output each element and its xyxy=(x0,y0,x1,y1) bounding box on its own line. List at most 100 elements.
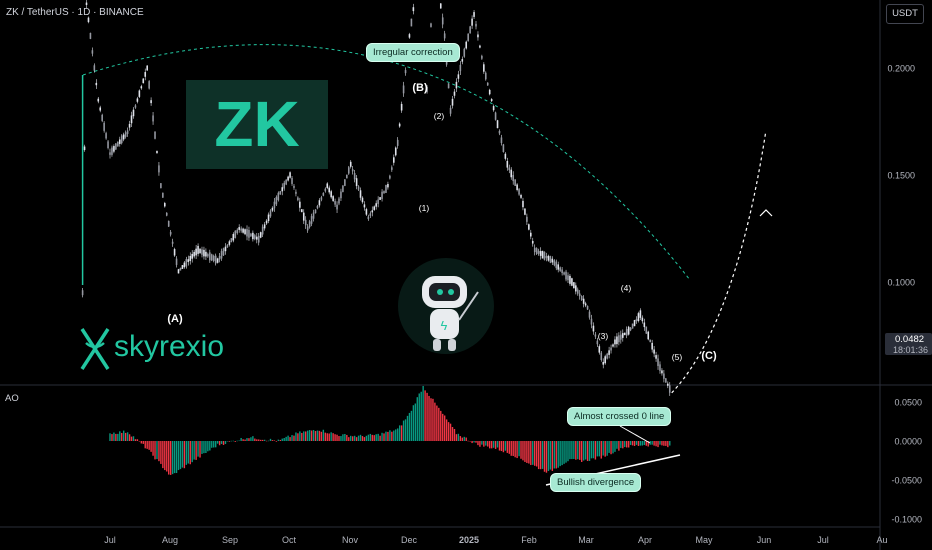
ao-bar xyxy=(559,441,561,467)
ao-bar xyxy=(134,439,137,441)
time-tick-label: Sep xyxy=(222,535,238,545)
candle-body xyxy=(160,183,162,189)
ao-bar xyxy=(371,434,373,441)
ao-bar xyxy=(246,438,248,441)
ao-bar xyxy=(148,441,150,450)
ao-bar xyxy=(121,432,123,441)
ao-bar xyxy=(128,434,131,441)
candle-body xyxy=(580,295,583,301)
candle-body xyxy=(193,251,195,257)
candle-body xyxy=(451,98,454,106)
candle-body xyxy=(606,353,608,359)
candle-body xyxy=(214,255,217,264)
ao-bar xyxy=(183,441,186,469)
ao-bar xyxy=(471,441,473,444)
ao-bar xyxy=(310,430,313,441)
candle-body xyxy=(126,130,129,134)
ao-bar xyxy=(443,415,446,441)
callout-irregular-correction: Irregular correction xyxy=(366,43,460,62)
candle-body xyxy=(561,269,563,274)
candle-body xyxy=(661,370,663,374)
bar-countdown: 18:01:36 xyxy=(893,345,929,355)
candle-body xyxy=(165,212,168,216)
symbol-title[interactable]: ZK / TetherUS · 1D · BINANCE xyxy=(6,7,144,18)
ao-bar xyxy=(547,441,550,472)
candle-body xyxy=(367,216,370,220)
candle-body xyxy=(115,143,117,150)
candle-body xyxy=(308,221,311,228)
candle-body xyxy=(616,336,618,345)
ao-bar xyxy=(483,441,485,447)
ao-bar xyxy=(610,441,612,455)
candle-body xyxy=(240,228,242,231)
candle-body xyxy=(199,248,201,254)
candle-body xyxy=(222,248,225,256)
ao-bar xyxy=(463,436,465,441)
candle-body xyxy=(248,230,250,238)
candle-body xyxy=(220,251,223,259)
ao-bar xyxy=(367,434,370,441)
ao-bar xyxy=(271,440,274,441)
candle-body xyxy=(526,216,528,222)
candle-body xyxy=(328,187,331,193)
ao-bar xyxy=(490,441,493,449)
ao-bar xyxy=(590,441,593,459)
ao-bar xyxy=(665,441,667,446)
ao-bar xyxy=(185,441,188,465)
ao-bar xyxy=(269,438,272,441)
candle-body xyxy=(128,123,131,128)
candle-body xyxy=(618,335,620,343)
candle-body xyxy=(340,191,342,199)
candle-body xyxy=(255,236,258,240)
ao-bar xyxy=(598,441,601,457)
ao-bar xyxy=(160,441,162,464)
candle-body xyxy=(289,172,291,178)
candle-body xyxy=(103,122,105,131)
ao-bar xyxy=(563,441,565,464)
candle-body xyxy=(120,135,123,144)
ao-bar xyxy=(318,430,321,441)
ao-bar xyxy=(351,436,354,441)
candle-body xyxy=(621,333,624,338)
last-price-value: 0.0482 xyxy=(895,334,925,345)
ao-tick-label: 0.0500 xyxy=(894,398,922,408)
candle-body xyxy=(101,114,103,121)
ao-bar xyxy=(402,420,405,441)
candle-body xyxy=(653,349,655,354)
ao-bar xyxy=(510,441,512,456)
candle-body xyxy=(627,326,630,335)
candle-body xyxy=(191,253,194,259)
currency-button[interactable]: USDT xyxy=(886,4,924,24)
robot-mascot: ϟ xyxy=(398,258,494,354)
ao-bar xyxy=(467,440,469,442)
ao-tick-label: 0.0000 xyxy=(894,437,922,447)
candle-body xyxy=(89,32,92,39)
ao-bar xyxy=(541,441,544,469)
ao-histogram xyxy=(109,385,671,475)
ao-bar xyxy=(477,441,479,446)
candle-body xyxy=(500,137,503,143)
time-tick-label: Mar xyxy=(578,535,594,545)
candle-body xyxy=(95,82,98,86)
ao-bar xyxy=(504,441,507,451)
ao-bar xyxy=(124,432,127,441)
callout-almost-crossed: Almost crossed 0 line xyxy=(567,407,672,426)
candle-body xyxy=(639,310,642,318)
ao-bar xyxy=(224,441,227,444)
ao-bar xyxy=(297,433,299,441)
ao-bar xyxy=(406,415,409,441)
ao-bar xyxy=(569,441,571,460)
candle-body xyxy=(553,260,556,266)
candle-body xyxy=(377,199,379,204)
candle-body xyxy=(549,256,552,263)
ao-bar xyxy=(622,441,624,449)
ao-bar xyxy=(422,385,424,441)
ao-bar xyxy=(481,441,483,445)
candle-body xyxy=(631,323,634,329)
candle-body xyxy=(351,169,354,172)
candle-body xyxy=(254,235,256,239)
time-tick-label: Nov xyxy=(342,535,359,545)
ao-bar xyxy=(299,431,301,441)
ao-indicator-label[interactable]: AO xyxy=(5,393,19,404)
